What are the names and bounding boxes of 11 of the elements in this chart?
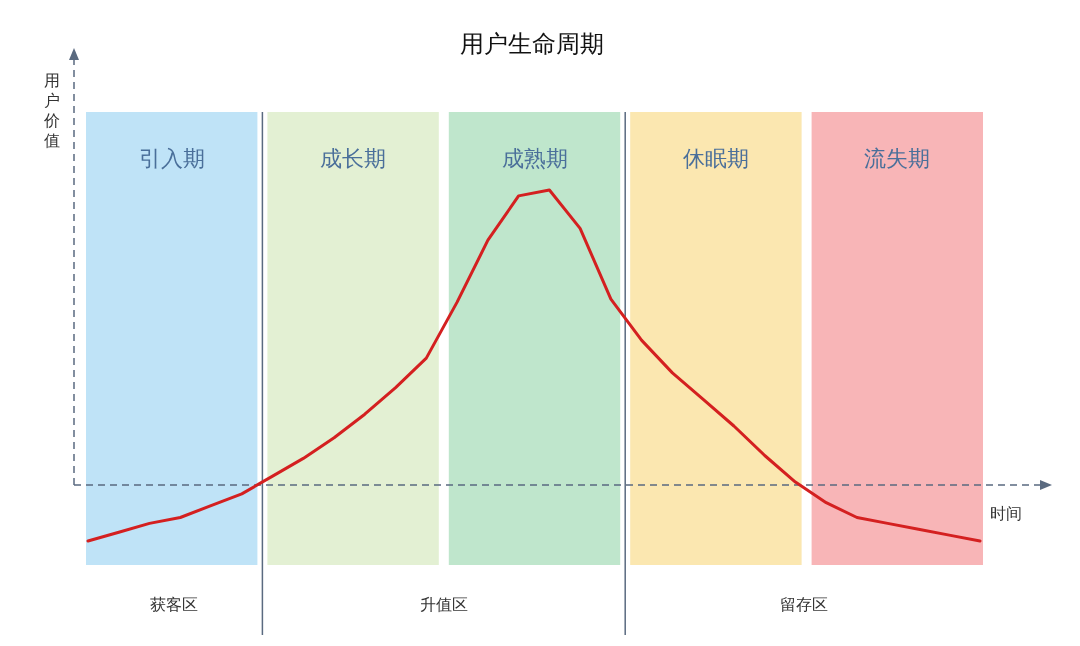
y-axis-title: 用户价值 [43,71,60,150]
x-axis-title: 时间 [990,504,1022,523]
text: 升值区 [419,595,468,614]
chart-title: 用户生命周期 [460,30,604,58]
text: 获客区 [150,595,199,614]
text: 留存区 [780,595,829,614]
text: 休眠期 [682,146,749,171]
text: 成长期 [320,146,387,171]
text: 成熟期 [501,146,568,171]
text: 流失期 [864,146,931,171]
text: 引入期 [138,146,205,171]
